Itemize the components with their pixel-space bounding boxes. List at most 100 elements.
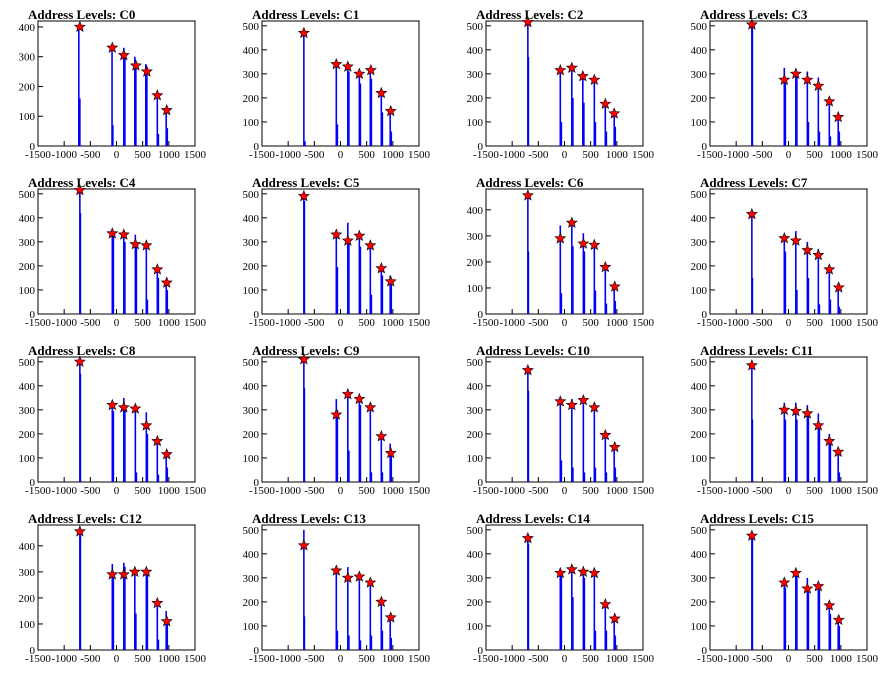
plot-frame	[485, 524, 644, 651]
chart-panel: Address Levels: C10100200300400500-1500-…	[243, 7, 431, 161]
peak-marker	[160, 276, 173, 288]
peak-marker	[341, 60, 354, 72]
y-tick-label: 300	[691, 405, 708, 417]
peak-marker	[778, 73, 791, 85]
peak-marker	[608, 612, 621, 624]
chart-panel: Address Levels: C11 0 100 200 300 400 500 -1500…	[691, 343, 879, 497]
peak-marker	[117, 568, 130, 580]
x-tick-label: 0	[786, 653, 792, 665]
peak-marker	[73, 355, 86, 367]
x-tick-label: 1000	[158, 653, 181, 665]
x-tick-label: -1500	[473, 149, 499, 161]
x-tick-label: -1000	[51, 149, 77, 161]
y-tick-label: 200	[243, 429, 260, 441]
x-tick-label: -1500	[25, 653, 51, 665]
x-tick-label: 0	[786, 317, 792, 329]
x-tick-label: 1500	[856, 485, 879, 497]
peak-marker	[588, 566, 601, 579]
y-tick-label: 100	[243, 117, 260, 129]
x-tick-label: 1500	[408, 149, 431, 161]
peak-marker	[554, 63, 567, 76]
peak-marker	[823, 95, 836, 107]
x-tick-label: 1000	[382, 149, 405, 161]
y-tick-label: 200	[467, 597, 484, 609]
peak-marker	[588, 238, 601, 251]
x-tick-label: 1500	[856, 149, 879, 161]
chart-title: Address Levels: C10	[476, 343, 590, 358]
x-tick-label: 1500	[856, 653, 879, 665]
peak-marker	[330, 228, 343, 240]
peak-marker	[375, 86, 388, 99]
x-tick-label: -1000	[723, 149, 749, 161]
chart-title: Address Levels: C8	[28, 343, 136, 358]
y-tick-label: 400	[691, 45, 708, 57]
chart-title: Address Levels: C13	[252, 511, 366, 526]
x-tick-label: -1000	[723, 485, 749, 497]
peak-marker	[73, 183, 86, 196]
y-tick-label: 200	[19, 81, 36, 93]
peak-marker	[521, 363, 534, 376]
peak-marker	[353, 229, 366, 241]
peak-marker	[832, 110, 845, 123]
peak-marker	[801, 582, 814, 594]
x-tick-label: 1000	[158, 317, 181, 329]
peak-marker	[801, 73, 814, 85]
x-tick-label: -1000	[275, 149, 301, 161]
x-tick-label: -1500	[697, 317, 723, 329]
peak-marker	[599, 260, 612, 273]
plot-frame	[709, 20, 868, 147]
peak-marker	[129, 402, 142, 414]
peak-marker	[577, 565, 590, 577]
peak-marker	[364, 63, 377, 76]
chart-panel: Address Levels: C40100200300400500-1500-…	[19, 175, 207, 329]
y-tick-label: 100	[19, 453, 36, 465]
y-tick-label: 200	[19, 261, 36, 273]
y-tick-label: 0	[702, 141, 708, 153]
chart-panel: Address Levels: C70100200300400500-1500-…	[691, 175, 879, 329]
peak-marker	[160, 448, 173, 460]
y-tick-label: 0	[254, 477, 260, 489]
peak-marker	[341, 234, 354, 246]
peak-marker	[599, 97, 612, 110]
peak-marker	[330, 57, 343, 70]
x-tick-label: 500	[134, 485, 151, 497]
chart-title: Address Levels: C9	[252, 343, 360, 358]
plot-frame	[261, 524, 420, 651]
peak-marker	[341, 571, 354, 583]
peak-marker	[353, 67, 366, 79]
x-tick-label: 1500	[184, 317, 207, 329]
peak-marker	[554, 232, 567, 244]
chart-title: Address Levels: C6	[476, 175, 584, 190]
peak-marker	[117, 48, 130, 61]
y-tick-label: 400	[691, 381, 708, 393]
x-tick-label: -1000	[723, 317, 749, 329]
x-tick-label: -500	[752, 653, 773, 665]
peak-marker	[384, 104, 397, 117]
y-tick-label: 400	[19, 381, 36, 393]
peak-marker	[801, 407, 814, 419]
x-tick-label: 500	[806, 317, 823, 329]
peak-marker	[353, 392, 366, 405]
chart-panel: Address Levels: C10 0 100 200 300 400 500 -1500…	[467, 343, 655, 497]
y-tick-label: 300	[467, 573, 484, 585]
plot-frame	[37, 356, 196, 483]
y-tick-label: 400	[467, 205, 484, 217]
peak-marker	[565, 61, 578, 73]
x-tick-label: -1000	[51, 317, 77, 329]
peak-marker	[151, 89, 164, 101]
x-tick-label: -500	[752, 149, 773, 161]
chart-title: Address Levels: C0	[28, 7, 135, 22]
x-tick-label: 1000	[830, 485, 853, 497]
x-tick-label: -500	[304, 653, 325, 665]
x-tick-label: 0	[114, 317, 120, 329]
y-tick-label: 200	[691, 429, 708, 441]
chart-title: Address Levels: C4	[28, 175, 136, 190]
x-tick-label: -1500	[25, 149, 51, 161]
peak-marker	[789, 234, 802, 246]
y-tick-label: 100	[243, 285, 260, 297]
plot-frame	[261, 20, 420, 147]
x-tick-label: 0	[338, 485, 344, 497]
peak-marker	[812, 248, 825, 261]
x-tick-label: -1500	[249, 317, 275, 329]
y-tick-label: 300	[467, 69, 484, 81]
